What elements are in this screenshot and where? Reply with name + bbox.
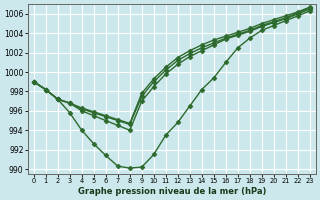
X-axis label: Graphe pression niveau de la mer (hPa): Graphe pression niveau de la mer (hPa) [77, 187, 266, 196]
